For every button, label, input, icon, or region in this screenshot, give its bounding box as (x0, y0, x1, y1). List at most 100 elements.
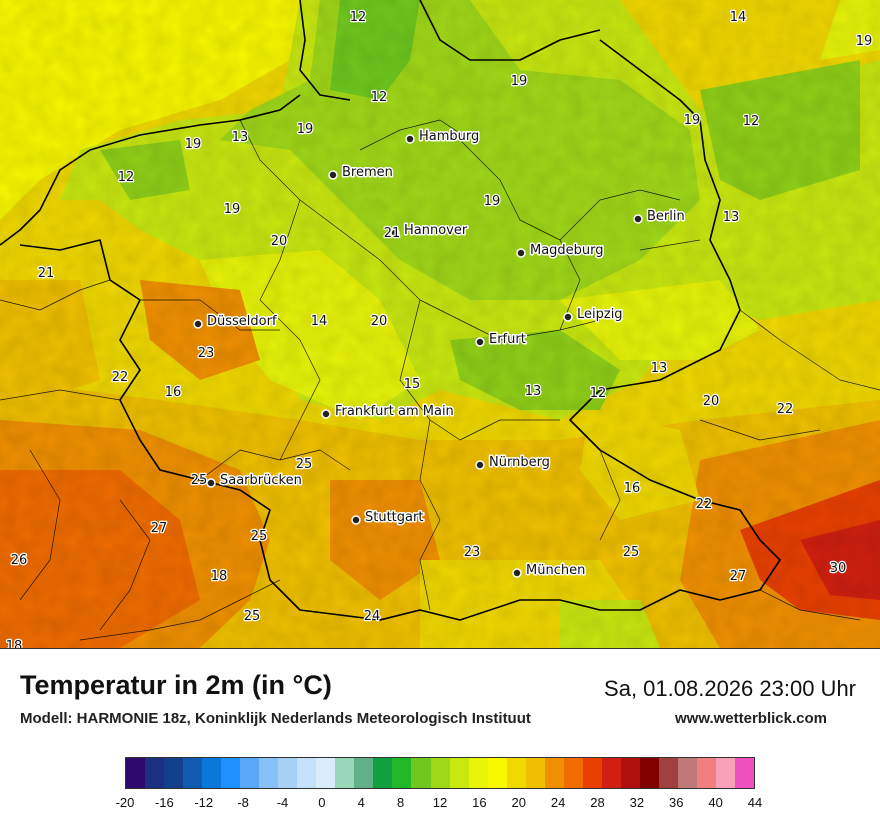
city-label: Berlin (647, 209, 685, 224)
temperature-value: 19 (185, 137, 202, 152)
temperature-value: 27 (730, 569, 747, 584)
legend-swatch (601, 758, 621, 788)
legend-swatch (449, 758, 469, 788)
temperature-value: 19 (297, 122, 314, 137)
city-label: Stuttgart (365, 510, 423, 525)
temperature-value: 22 (696, 497, 713, 512)
legend-tick-label: 12 (432, 795, 448, 810)
temperature-value: 26 (11, 553, 28, 568)
legend-tick-label: 28 (590, 795, 605, 810)
legend-swatch (354, 758, 374, 788)
legend-ticks: -20 -16 -12 -8 -4 0 4 8 12 16 20 24 28 32 36 40 44 (116, 795, 763, 813)
city-stuttgart: Stuttgart (351, 509, 425, 527)
country-borders (0, 0, 781, 621)
temperature-value: 21 (384, 226, 401, 241)
city-label: Hannover (404, 223, 468, 238)
city-n-rnberg: Nürnberg (475, 454, 551, 472)
legend-tick-label: 8 (397, 795, 405, 810)
legend-swatch (715, 758, 735, 788)
temperature-value: 16 (165, 385, 182, 400)
temperature-value: 25 (244, 609, 261, 624)
temperature-value: 24 (364, 609, 381, 624)
temperature-value: 13 (232, 130, 249, 145)
legend-swatch (316, 758, 336, 788)
city-dot (390, 228, 400, 238)
legend-swatch (183, 758, 203, 788)
temperature-labels: 12 14 19 19 12 13 19 19 12 12 19 19 21 19 13 20 21 23 22 14… (4, 9, 873, 648)
legend-tick-label: -20 (115, 795, 135, 810)
legend-swatch (544, 758, 564, 788)
legend-tick-label: 4 (357, 795, 365, 810)
legend-tick-label: 0 (318, 795, 326, 810)
city-dot (475, 337, 485, 347)
legend-swatch (658, 758, 678, 788)
city-saarbr-cken: Saarbrücken (206, 472, 303, 490)
temperature-value: 22 (777, 402, 794, 417)
city-dot (206, 478, 216, 488)
city-hamburg: Hamburg (405, 128, 481, 146)
temperature-value: 12 (743, 114, 760, 129)
city-label: Saarbrücken (220, 473, 302, 488)
temperature-value: 19 (484, 194, 501, 209)
temperature-value: 13 (651, 361, 668, 376)
city-dot (321, 409, 331, 419)
city-d-sseldorf: Düsseldorf (193, 313, 278, 331)
temperature-value: 13 (723, 210, 740, 225)
city-label: Bremen (342, 165, 393, 180)
city-dot (405, 134, 415, 144)
temperature-map: Hamburg Bremen Hannover Berlin Magdeburg Leip… (0, 0, 880, 649)
legend-tick-label: 20 (511, 795, 526, 810)
legend-tick-label: -8 (237, 795, 249, 810)
temperature-value: 25 (191, 473, 208, 488)
temperature-value: 19 (224, 202, 241, 217)
temperature-value: 14 (730, 10, 747, 25)
legend-tick-label: 32 (629, 795, 645, 810)
city-markers: Hamburg Bremen Hannover Berlin Magdeburg Leip… (193, 128, 686, 580)
city-berlin: Berlin (633, 208, 686, 226)
city-label: Leipzig (577, 307, 623, 322)
legend-swatch (259, 758, 279, 788)
legend-swatch (221, 758, 241, 788)
city-dot (563, 312, 573, 322)
temperature-value: 16 (624, 481, 641, 496)
temperature-value: 25 (623, 545, 640, 560)
legend-swatch (126, 758, 146, 788)
temperature-value: 30 (830, 561, 847, 576)
city-label: Erfurt (489, 332, 526, 347)
legend-swatch (145, 758, 165, 788)
city-frankfurt-am-main: Frankfurt am Main (321, 403, 455, 421)
legend-swatch (506, 758, 526, 788)
legend-swatch (620, 758, 640, 788)
city-erfurt: Erfurt (475, 331, 527, 349)
legend-tick-label: -4 (276, 795, 289, 810)
temperature-value: 19 (856, 34, 873, 49)
temperature-value: 20 (371, 314, 388, 329)
legend-swatch (696, 758, 716, 788)
temperature-value: 23 (464, 545, 481, 560)
legend-swatch (677, 758, 697, 788)
city-label: Hamburg (419, 129, 479, 144)
legend-swatch (335, 758, 355, 788)
temperature-value: 18 (6, 639, 23, 648)
legend-swatch (392, 758, 412, 788)
city-label: Frankfurt am Main (335, 404, 454, 419)
state-borders (0, 119, 880, 641)
temperature-value: 27 (151, 521, 168, 536)
legend-swatch (430, 758, 450, 788)
temperature-value: 20 (703, 394, 720, 409)
temperature-value: 25 (296, 457, 313, 472)
temperature-value: 25 (251, 529, 268, 544)
legend-tick-label: -12 (194, 795, 214, 810)
legend-swatch (525, 758, 545, 788)
temperature-value: 14 (311, 314, 328, 329)
legend-swatch (487, 758, 507, 788)
legend-swatch (202, 758, 222, 788)
legend-swatch (468, 758, 488, 788)
legend-tick-label: 40 (708, 795, 723, 810)
legend-tick-label: 24 (550, 795, 566, 810)
website-link[interactable]: www.wetterblick.com (675, 710, 827, 727)
legend-swatch (639, 758, 659, 788)
city-dot (475, 460, 485, 470)
legend-tick-label: 16 (472, 795, 487, 810)
city-label: Nürnberg (489, 455, 550, 470)
